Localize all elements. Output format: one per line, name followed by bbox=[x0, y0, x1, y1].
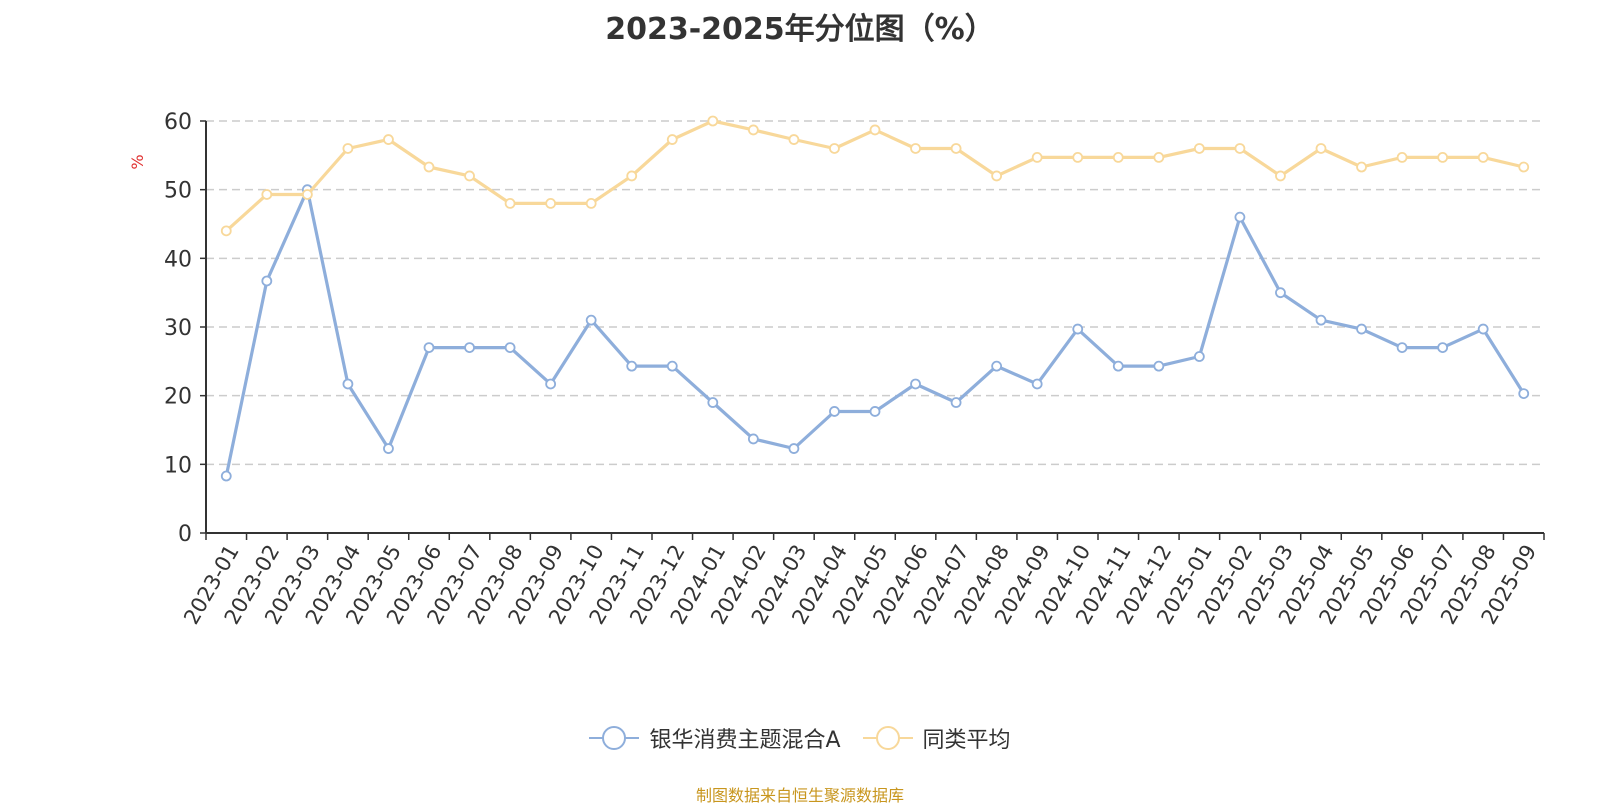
legend-item-2[interactable]: 同类平均 bbox=[862, 722, 1011, 754]
y-tick-label: 20 bbox=[164, 385, 192, 410]
series-1-point bbox=[1153, 360, 1165, 372]
series-1-point bbox=[1275, 287, 1286, 299]
series-1-point bbox=[423, 342, 435, 354]
series-1-point bbox=[1396, 342, 1408, 354]
legend-swatch-icon bbox=[589, 726, 640, 750]
series-1-point bbox=[626, 360, 638, 372]
series-1-point bbox=[342, 378, 354, 390]
series-1-point bbox=[220, 470, 232, 482]
series-2-point bbox=[626, 170, 638, 182]
series-1-point bbox=[545, 378, 557, 390]
series-2-point bbox=[829, 143, 840, 154]
series-2-point bbox=[383, 134, 394, 145]
series-1-point bbox=[1072, 323, 1084, 335]
series-2-point bbox=[950, 143, 962, 154]
series-2-point bbox=[261, 189, 273, 200]
y-tick-label: 10 bbox=[164, 453, 192, 478]
series-2-point bbox=[1275, 170, 1286, 182]
series-2-point bbox=[1153, 151, 1165, 163]
legend: 银华消费主题混合A 同类平均 bbox=[0, 722, 1600, 754]
chart-title: 2023-2025年分位图（%） bbox=[605, 12, 995, 47]
series-1-point bbox=[383, 443, 394, 454]
series-2-point bbox=[1396, 151, 1408, 163]
series-1-point bbox=[950, 397, 962, 408]
series-2-point bbox=[910, 143, 921, 154]
series-1-point bbox=[1437, 342, 1449, 354]
series-2-point bbox=[342, 143, 354, 154]
series-1-point bbox=[1112, 360, 1124, 372]
series-1-point bbox=[1356, 323, 1367, 335]
series-2-point bbox=[869, 124, 881, 136]
series-2-point bbox=[545, 197, 557, 209]
series-2-point bbox=[301, 189, 313, 200]
series-2-point bbox=[585, 197, 597, 209]
series-1-point bbox=[788, 443, 800, 454]
series-1-point bbox=[1518, 388, 1530, 400]
y-tick-label: 30 bbox=[164, 316, 192, 341]
legend-label: 同类平均 bbox=[922, 728, 1011, 753]
legend-swatch-icon bbox=[862, 726, 913, 750]
series-1-point bbox=[1477, 323, 1489, 335]
series-2-point bbox=[1315, 143, 1327, 154]
series-1-point bbox=[504, 342, 516, 354]
y-axis-label: % bbox=[128, 154, 147, 169]
series-2-point bbox=[1072, 151, 1084, 163]
series-2-point bbox=[1518, 161, 1530, 173]
series-1-point bbox=[261, 275, 273, 287]
series-2-point bbox=[788, 134, 800, 145]
series-2-point bbox=[707, 115, 719, 127]
series-2-point bbox=[1112, 151, 1124, 163]
legend-label: 银华消费主题混合A bbox=[649, 728, 841, 753]
y-tick-label: 0 bbox=[178, 522, 192, 547]
series-2-point bbox=[1356, 161, 1367, 173]
y-tick-label: 40 bbox=[164, 247, 192, 272]
series-1-point bbox=[869, 406, 881, 417]
series-1-point bbox=[464, 342, 475, 354]
series-1-point bbox=[585, 314, 597, 326]
series-2-point bbox=[666, 134, 678, 145]
series-1-point bbox=[666, 360, 678, 372]
series-2-point bbox=[504, 197, 516, 209]
series-2-point bbox=[1031, 151, 1043, 163]
series-1-point bbox=[707, 397, 719, 408]
chart-svg: 0102030405060%2023-012023-022023-032023-… bbox=[128, 110, 1545, 628]
y-tick-label: 60 bbox=[164, 110, 192, 135]
series-2-point bbox=[1193, 143, 1205, 154]
series-1-point bbox=[1315, 314, 1327, 326]
series-line-2 bbox=[225, 119, 1525, 233]
series-2-point bbox=[1437, 151, 1449, 163]
series-1-point bbox=[991, 360, 1003, 372]
series-1-point bbox=[910, 378, 921, 390]
series-2-point bbox=[423, 161, 435, 173]
series-2-point bbox=[747, 124, 759, 136]
series-1-point bbox=[747, 433, 759, 445]
series-2-point bbox=[464, 170, 475, 182]
series-2-point bbox=[1477, 151, 1489, 163]
source-note: 制图数据来自恒生聚源数据库 bbox=[695, 786, 904, 805]
series-1-point bbox=[1234, 211, 1246, 223]
series-1-point bbox=[1031, 378, 1043, 390]
series-2-point bbox=[991, 170, 1003, 182]
series-2-point bbox=[220, 225, 232, 237]
series-1-point bbox=[1193, 351, 1205, 362]
series-2-point bbox=[1234, 143, 1246, 154]
series-line-1 bbox=[224, 188, 1526, 477]
legend-item-1[interactable]: 银华消费主题混合A bbox=[589, 722, 841, 754]
series-1-point bbox=[829, 406, 840, 417]
y-tick-label: 50 bbox=[164, 179, 192, 204]
